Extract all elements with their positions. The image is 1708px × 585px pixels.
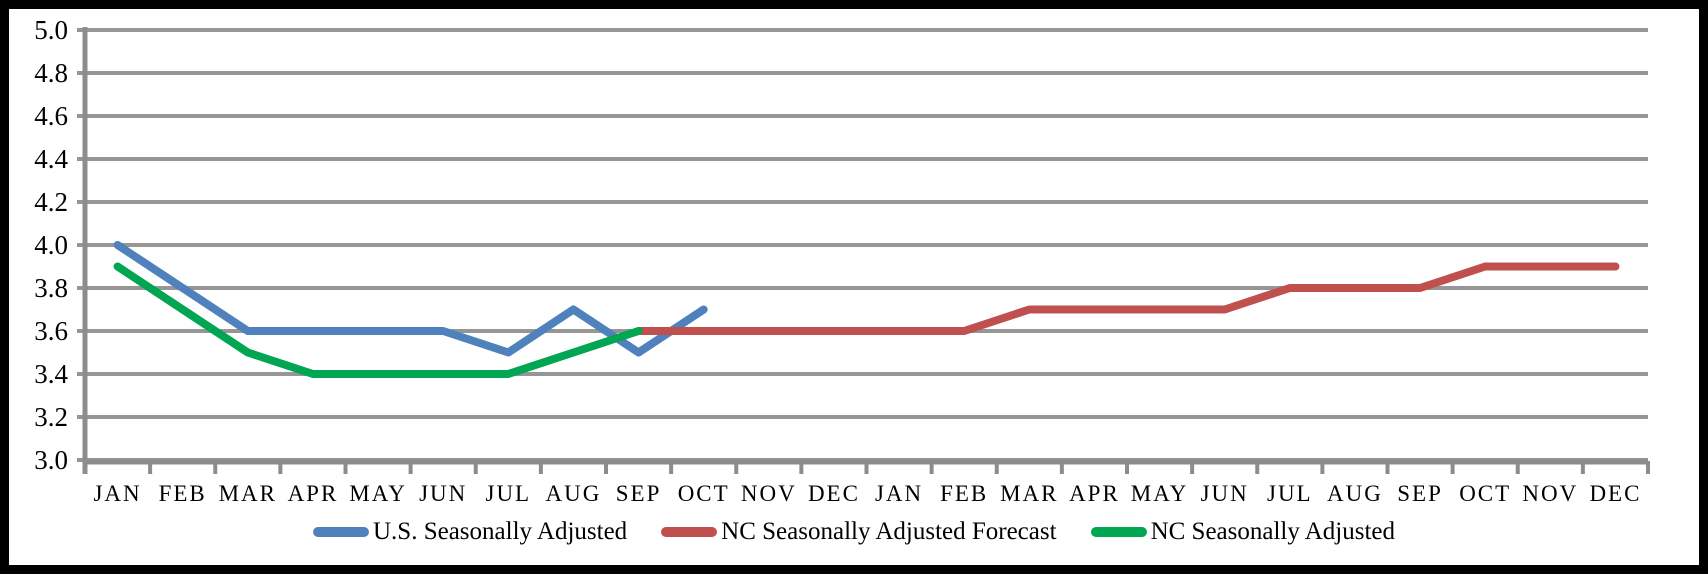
x-axis-label: MAY xyxy=(349,481,407,506)
y-axis-label: 3.8 xyxy=(34,273,68,303)
series-line-1[interactable] xyxy=(634,262,1620,335)
x-axis-label: SEP xyxy=(1397,481,1443,506)
x-axis-label: NOV xyxy=(741,481,797,506)
y-axis-label: 3.4 xyxy=(34,359,68,389)
x-axis-label: SEP xyxy=(616,481,662,506)
x-axis-label: JUN xyxy=(1201,481,1249,506)
legend-line-swatch-icon xyxy=(1090,527,1147,537)
legend-label: NC Seasonally Adjusted Forecast xyxy=(721,518,1057,545)
y-axis-label: 4.6 xyxy=(34,101,68,131)
y-axis-label: 3.2 xyxy=(34,402,68,432)
x-axis-label: APR xyxy=(1069,481,1120,506)
x-axis-label: FEB xyxy=(940,481,988,506)
legend-line-swatch-icon xyxy=(661,527,718,537)
x-axis-label: JAN xyxy=(875,481,923,506)
y-axis-label: 4.2 xyxy=(34,187,68,217)
series-line-0[interactable] xyxy=(113,241,708,357)
x-axis-label: MAY xyxy=(1131,481,1189,506)
x-axis-label: OCT xyxy=(1459,481,1511,506)
x-axis-label: MAR xyxy=(1000,481,1058,506)
x-axis-label: DEC xyxy=(808,481,860,506)
legend-item-1[interactable]: NC Seasonally Adjusted Forecast xyxy=(661,518,1057,546)
x-axis-label: DEC xyxy=(1589,481,1641,506)
x-axis-label: AUG xyxy=(546,481,602,506)
legend-label: U.S. Seasonally Adjusted xyxy=(373,518,628,545)
chart-legend: U.S. Seasonally Adjusted NC Seasonally Ad… xyxy=(0,518,1708,546)
x-axis-label: AUG xyxy=(1327,481,1383,506)
legend-item-2[interactable]: NC Seasonally Adjusted xyxy=(1090,518,1395,546)
x-axis-label: JUN xyxy=(419,481,467,506)
x-axis-label: MAR xyxy=(219,481,277,506)
x-axis-label: JUL xyxy=(486,481,532,506)
legend-label: NC Seasonally Adjusted xyxy=(1150,518,1395,545)
legend-line-swatch-icon xyxy=(313,527,369,537)
y-axis-label: 4.0 xyxy=(34,230,68,260)
y-axis-label: 5.0 xyxy=(34,15,68,45)
y-axis-label: 3.0 xyxy=(34,445,68,475)
x-axis-label: JAN xyxy=(93,481,141,506)
x-axis-label: APR xyxy=(288,481,339,506)
x-axis-label: OCT xyxy=(678,481,730,506)
x-axis-label: FEB xyxy=(159,481,207,506)
x-axis-label: NOV xyxy=(1522,481,1578,506)
x-axis-label: JUL xyxy=(1267,481,1313,506)
legend-item-0[interactable]: U.S. Seasonally Adjusted xyxy=(313,518,627,546)
y-axis-label: 4.8 xyxy=(34,58,68,88)
series-line-2[interactable] xyxy=(113,262,643,378)
y-axis-label: 3.6 xyxy=(34,316,68,346)
y-axis-label: 4.4 xyxy=(34,144,68,174)
